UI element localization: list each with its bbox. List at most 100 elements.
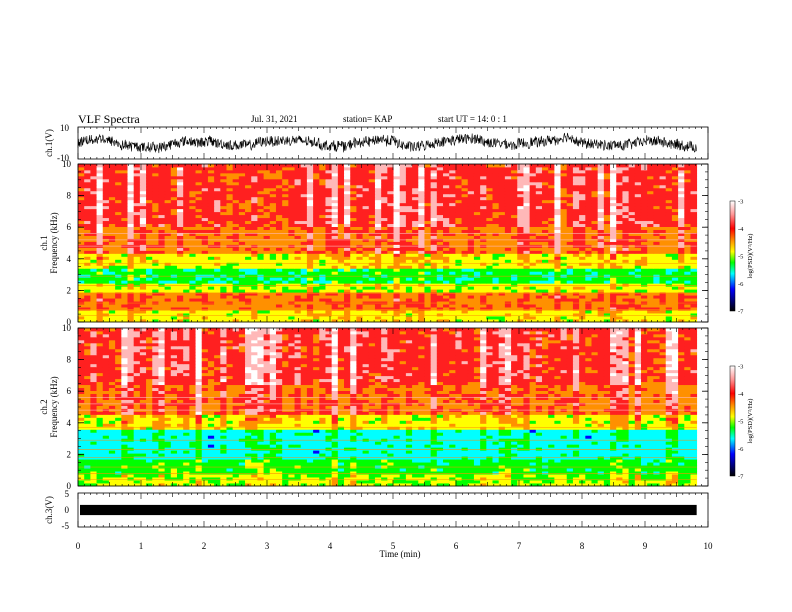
spectrogram-cell [207, 229, 215, 233]
spectrogram-cell [603, 307, 611, 311]
spectrogram-cell [201, 259, 209, 263]
spectrogram-cell [90, 235, 97, 239]
spectrogram-cell [430, 313, 438, 317]
spectrogram-cell [158, 259, 166, 263]
spectrogram-cell [511, 265, 518, 269]
spectrogram-cell [288, 289, 295, 293]
spectrogram-cell [628, 190, 636, 195]
spectrogram-cell [362, 295, 370, 299]
spectrogram-cell [337, 187, 345, 192]
spectrogram-cell [139, 256, 147, 260]
spectrogram-cell [170, 235, 178, 239]
spectrogram-cell [238, 226, 246, 230]
spectrogram-cell [517, 241, 524, 245]
spectrogram-cell [257, 220, 264, 225]
spectrogram-cell [566, 196, 574, 201]
spectrogram-cell [288, 259, 295, 263]
spectrogram-cell [541, 202, 549, 207]
spectrogram-cell [393, 217, 401, 222]
spectrogram-cell [269, 190, 277, 195]
spectrogram-cell [96, 199, 104, 204]
spectrogram-cell [96, 193, 104, 198]
spectrogram-cell [139, 199, 147, 204]
spectrogram-cell [176, 313, 184, 317]
spectrogram-cell [690, 202, 698, 207]
spectrogram-cell [232, 199, 240, 204]
spectrogram-cell [597, 172, 605, 177]
spectrogram-cell [405, 199, 413, 204]
spectrogram-cell [498, 232, 506, 236]
spectrogram-cell [251, 217, 258, 222]
spectrogram-cell [96, 178, 104, 183]
spectrogram-cell [579, 256, 586, 260]
spectrogram-cell [504, 193, 512, 198]
spectrogram-cell [640, 199, 648, 204]
spectrogram-cell [294, 310, 302, 314]
spectrogram-cell [127, 223, 135, 227]
spectrogram-cell [399, 199, 407, 204]
spectrogram-cell [616, 259, 623, 263]
spectrogram-cell [684, 208, 691, 213]
spectrogram-cell [306, 289, 314, 293]
spectrogram-cell [189, 286, 196, 290]
spectrogram-cell [220, 256, 227, 260]
spectrogram-cell [288, 193, 295, 198]
spectrogram-cell [529, 196, 537, 201]
spectrogram-cell [548, 286, 555, 290]
spectrogram-cell [201, 253, 209, 257]
spectrogram-cell [356, 268, 363, 272]
spectrogram-cell [183, 253, 190, 257]
spectrogram-cell [405, 193, 413, 198]
spectrogram-cell [127, 235, 135, 239]
spectrogram-cell [634, 214, 642, 219]
spectrogram-cell [498, 259, 506, 263]
spectrogram-cell [449, 223, 456, 227]
spectrogram-cell [146, 256, 153, 260]
spectrogram-cell [393, 175, 401, 180]
spectrogram-cell [183, 199, 190, 204]
spectrogram-cell [443, 283, 450, 287]
spectrogram-cell [449, 220, 456, 225]
spectrogram-cell [294, 190, 302, 195]
spectrogram-cell [678, 220, 685, 225]
spectrogram-cell [350, 253, 357, 257]
spectrogram-cell [238, 310, 246, 314]
spectrogram-cell [78, 214, 85, 219]
spectrogram-cell [529, 289, 537, 293]
spectrogram-cell [214, 229, 221, 233]
spectrogram-cell [189, 187, 196, 192]
spectrogram-cell [90, 253, 97, 257]
spectrogram-cell [183, 256, 190, 260]
spectrogram-cell [263, 250, 271, 254]
spectrogram-cell [325, 289, 333, 293]
spectrogram-cell [541, 286, 549, 290]
spectrogram-cell [399, 184, 407, 189]
spectrogram-cell [319, 265, 326, 269]
spectrogram-cell [603, 208, 611, 213]
spectrogram-cell [319, 181, 326, 186]
spectrogram-cell [325, 241, 333, 245]
spectrogram-cell [572, 238, 580, 242]
spectrogram-cell [90, 202, 97, 207]
spectrogram-cell [108, 217, 116, 222]
spectrogram-cell [399, 259, 407, 263]
spectrogram-cell [628, 295, 636, 299]
spectrogram-cell [480, 205, 487, 210]
spectrogram-cell [362, 238, 370, 242]
spectrogram-cell [449, 172, 456, 177]
spectrogram-cell [579, 184, 586, 189]
spectrogram-cell [344, 208, 351, 213]
spectrogram-cell [282, 247, 289, 251]
spectrogram-cell [393, 238, 401, 242]
spectrogram-cell [647, 304, 654, 308]
spectrogram-cell [294, 247, 302, 251]
spectrogram-cell [387, 217, 394, 222]
spectrogram-cell [597, 307, 605, 311]
spectrogram-cell [269, 262, 277, 266]
spectrogram-cell [622, 250, 630, 254]
spectrogram-cell [313, 286, 320, 290]
spectrogram-cell [344, 286, 351, 290]
spectrogram-cell [436, 289, 444, 293]
spectrogram-cell [288, 220, 295, 225]
spectrogram-cell [300, 226, 308, 230]
